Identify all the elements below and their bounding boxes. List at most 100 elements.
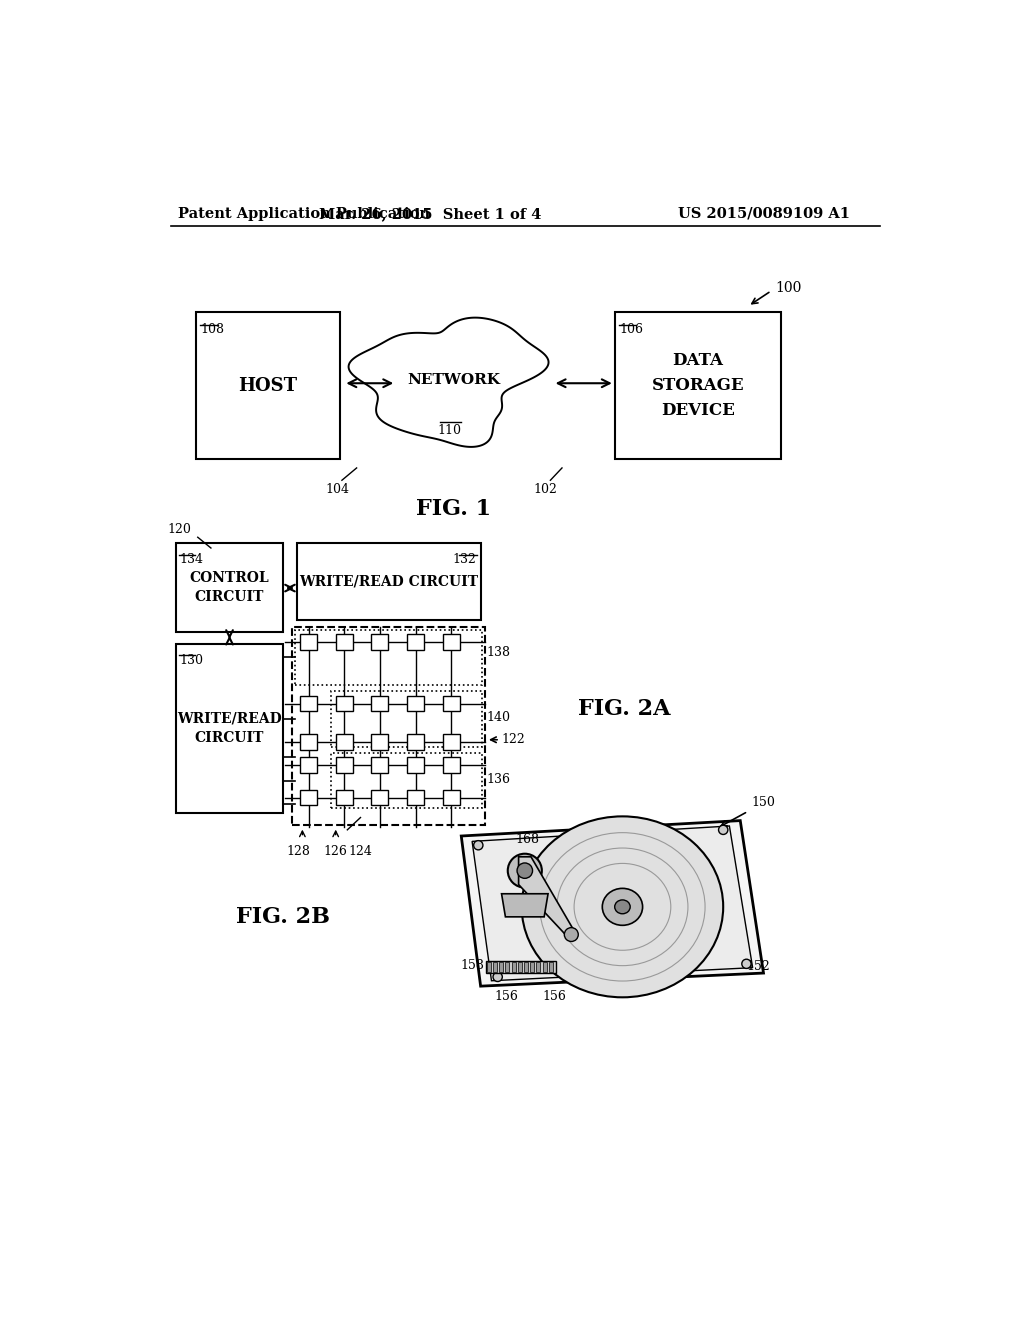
Bar (295, 630, 482, 685)
Bar (372, 696, 388, 711)
Text: WRITE/READ
CIRCUIT: WRITE/READ CIRCUIT (177, 711, 282, 744)
Text: 126: 126 (324, 845, 347, 858)
Text: 128: 128 (287, 845, 310, 858)
Bar (524, 962, 528, 972)
Bar (292, 627, 484, 825)
Bar (537, 962, 541, 972)
Text: FIG. 2B: FIG. 2B (236, 906, 330, 928)
Text: 158: 158 (461, 958, 484, 972)
Text: 156: 156 (495, 990, 518, 1003)
Bar (512, 962, 515, 972)
Text: 150: 150 (752, 796, 776, 809)
Bar (176, 644, 283, 813)
Bar (331, 752, 482, 808)
Bar (300, 734, 317, 750)
Bar (372, 789, 388, 805)
Text: 168: 168 (515, 833, 539, 846)
Polygon shape (518, 857, 573, 940)
Circle shape (517, 863, 532, 878)
Bar (486, 962, 490, 972)
Text: 138: 138 (486, 647, 510, 659)
Bar (300, 635, 317, 649)
Text: 100: 100 (775, 281, 802, 294)
Circle shape (508, 854, 542, 887)
Bar (297, 544, 480, 620)
Bar (442, 696, 460, 711)
Bar (336, 696, 352, 711)
Bar (614, 313, 781, 459)
Bar (336, 758, 352, 774)
Circle shape (474, 841, 483, 850)
Text: FIG. 1: FIG. 1 (416, 498, 492, 520)
Bar (336, 734, 352, 750)
Text: 164: 164 (539, 925, 563, 939)
Text: WRITE/READ CIRCUIT: WRITE/READ CIRCUIT (299, 576, 478, 589)
Text: 108: 108 (201, 323, 225, 337)
Bar (549, 962, 553, 972)
Text: HOST: HOST (239, 376, 297, 395)
Ellipse shape (602, 888, 643, 925)
Text: 122: 122 (502, 733, 525, 746)
Bar (407, 734, 424, 750)
Bar (486, 961, 556, 973)
Circle shape (719, 825, 728, 834)
Bar (407, 758, 424, 774)
Text: 166: 166 (545, 884, 569, 898)
Text: 140: 140 (486, 711, 510, 723)
Text: FIG. 2A: FIG. 2A (578, 698, 671, 719)
Text: 160: 160 (630, 895, 654, 908)
Text: 152: 152 (746, 961, 770, 973)
Circle shape (741, 960, 751, 969)
Text: 104: 104 (326, 483, 349, 496)
Text: 134: 134 (180, 553, 204, 566)
Text: 124: 124 (348, 845, 373, 858)
Bar (407, 635, 424, 649)
Bar (442, 789, 460, 805)
Text: 130: 130 (180, 653, 204, 667)
Bar (372, 734, 388, 750)
Ellipse shape (614, 900, 630, 913)
Bar (442, 635, 460, 649)
Bar (300, 789, 317, 805)
Text: 102: 102 (534, 483, 557, 496)
Text: 106: 106 (620, 323, 643, 337)
Bar (506, 962, 509, 972)
Text: DATA
STORAGE
DEVICE: DATA STORAGE DEVICE (651, 352, 744, 418)
Bar (530, 962, 535, 972)
Circle shape (493, 973, 503, 982)
Polygon shape (461, 821, 764, 986)
Ellipse shape (521, 816, 723, 998)
Bar (176, 544, 283, 632)
Bar (300, 758, 317, 774)
Bar (518, 962, 521, 972)
Polygon shape (348, 318, 549, 447)
Text: 162: 162 (612, 908, 636, 921)
Text: 156: 156 (543, 990, 566, 1003)
Bar (407, 789, 424, 805)
Text: Mar. 26, 2015  Sheet 1 of 4: Mar. 26, 2015 Sheet 1 of 4 (319, 207, 542, 220)
Circle shape (564, 928, 579, 941)
Bar (543, 962, 547, 972)
Text: Patent Application Publication: Patent Application Publication (178, 207, 430, 220)
Bar (300, 696, 317, 711)
Bar (500, 962, 503, 972)
Text: 132: 132 (453, 553, 476, 566)
Bar (336, 635, 352, 649)
Bar (372, 758, 388, 774)
Text: 120: 120 (168, 523, 191, 536)
Text: 154: 154 (680, 878, 703, 890)
Text: 136: 136 (486, 772, 510, 785)
Polygon shape (502, 894, 548, 917)
Bar (331, 692, 482, 747)
Text: NETWORK: NETWORK (407, 374, 500, 387)
Polygon shape (472, 826, 753, 981)
Bar (372, 635, 388, 649)
Bar (442, 734, 460, 750)
Bar (336, 789, 352, 805)
Text: 110: 110 (437, 424, 462, 437)
Bar (442, 758, 460, 774)
Text: US 2015/0089109 A1: US 2015/0089109 A1 (678, 207, 850, 220)
Bar (407, 696, 424, 711)
Bar (493, 962, 497, 972)
Bar (197, 313, 340, 459)
